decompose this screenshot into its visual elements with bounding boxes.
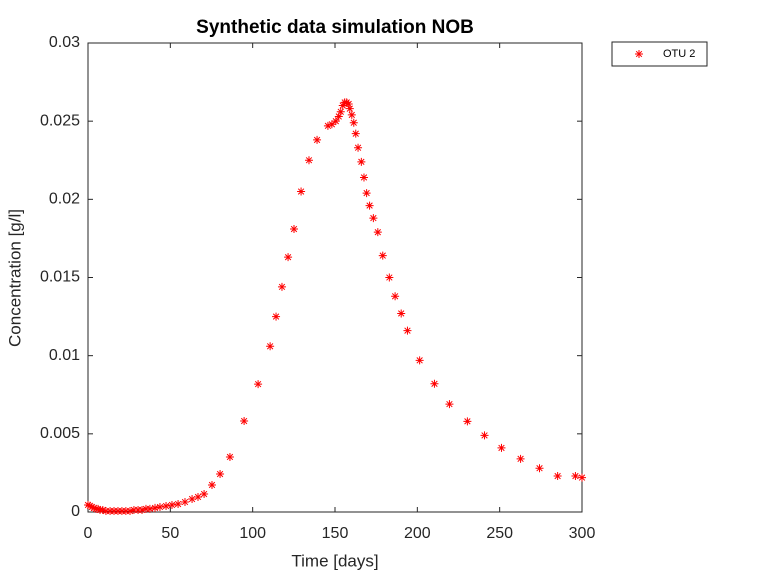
data-point: [334, 112, 343, 121]
legend-marker: [635, 50, 643, 58]
y-tick-label: 0.025: [40, 112, 80, 129]
data-point: [193, 492, 202, 501]
data-point: [145, 504, 154, 513]
data-point: [347, 110, 356, 119]
legend-box: [611, 41, 708, 67]
data-point: [351, 129, 360, 138]
data-point: [338, 101, 347, 110]
x-tick-label: 250: [486, 525, 513, 542]
data-point: [180, 497, 189, 506]
data-point: [415, 356, 424, 365]
data-point: [349, 118, 358, 127]
data-point: [129, 505, 138, 514]
data-point: [373, 228, 382, 237]
data-point: [480, 431, 489, 440]
x-tick-label: 50: [161, 525, 179, 542]
data-point: [369, 214, 378, 223]
data-point: [125, 507, 134, 516]
data-point: [272, 312, 281, 321]
data-point: [336, 107, 345, 116]
data-point: [362, 189, 371, 198]
data-point: [89, 503, 98, 512]
data-point: [87, 502, 96, 511]
y-axis-label: Concentration [g/l]: [5, 209, 24, 347]
x-tick-label: 100: [239, 525, 266, 542]
data-point: [167, 500, 176, 509]
y-tick-label: 0: [71, 503, 80, 520]
data-point: [397, 309, 406, 318]
data-point: [497, 443, 506, 452]
data-point: [578, 473, 586, 482]
data-point: [138, 505, 147, 514]
data-point: [313, 135, 322, 144]
data-point: [216, 470, 225, 479]
data-point: [151, 503, 160, 512]
x-tick-label: 200: [404, 525, 431, 542]
data-point: [121, 507, 130, 516]
data-point: [553, 472, 562, 481]
data-point: [365, 201, 374, 210]
data-point: [391, 292, 400, 301]
data-point: [516, 454, 525, 463]
data-point: [344, 99, 353, 108]
data-point: [430, 379, 439, 388]
y-tick-label: 0.03: [49, 34, 80, 51]
y-tick-label: 0.005: [40, 425, 80, 442]
data-point: [354, 143, 363, 152]
x-tick-label: 150: [322, 525, 349, 542]
legend-label: OTU 2: [663, 48, 695, 60]
data-point: [162, 502, 171, 511]
data-point: [155, 502, 164, 511]
y-tick-label: 0.02: [49, 191, 80, 208]
data-point: [331, 117, 340, 126]
data-point: [359, 173, 368, 182]
data-point: [385, 273, 394, 282]
data-point: [207, 480, 216, 489]
data-point: [240, 417, 249, 426]
x-tick-label: 0: [84, 525, 93, 542]
data-point: [94, 504, 103, 513]
data-point: [445, 400, 454, 409]
data-point: [284, 253, 293, 262]
axes-box: [87, 42, 583, 513]
data-point: [378, 251, 387, 260]
data-point: [323, 121, 332, 130]
data-point: [254, 380, 263, 389]
data-point: [174, 500, 183, 509]
data-point: [277, 282, 286, 291]
data-point: [297, 187, 306, 196]
y-tick-label: 0.01: [49, 347, 80, 364]
data-point: [304, 156, 313, 165]
data-point: [101, 507, 110, 516]
data-point: [357, 157, 366, 166]
data-point: [225, 452, 234, 461]
data-point: [463, 417, 472, 426]
data-point: [85, 501, 94, 510]
data-point: [188, 495, 197, 504]
data-point: [535, 464, 544, 473]
data-point: [84, 500, 92, 509]
data-point: [403, 326, 412, 335]
chart-title: Synthetic data simulation NOB: [196, 17, 474, 38]
y-tick-label: 0.015: [40, 269, 80, 286]
data-point: [327, 120, 336, 129]
x-axis-label: Time [days]: [291, 551, 378, 570]
data-point: [571, 472, 580, 481]
data-point: [345, 104, 354, 113]
x-tick-label: 300: [569, 525, 596, 542]
data-point: [200, 490, 209, 499]
data-point: [266, 342, 275, 351]
data-point: [98, 505, 107, 514]
data-point: [289, 225, 298, 234]
